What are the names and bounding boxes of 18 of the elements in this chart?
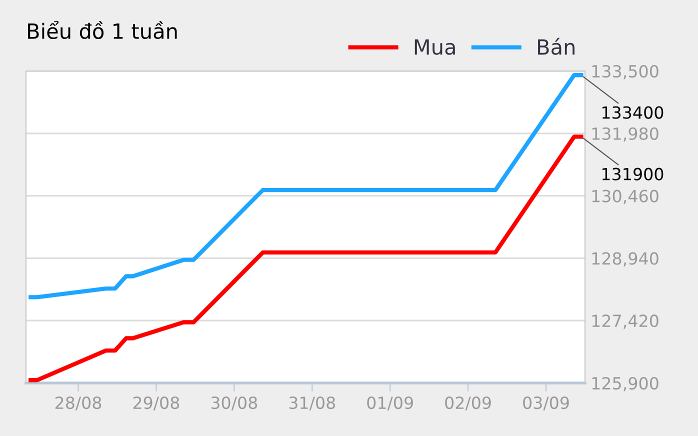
y-tick-label: 127,420 [592,314,658,329]
y-tick-label: 131,980 [592,127,658,142]
x-tick-label: 03/09 [523,396,569,410]
annotation: 133400 [602,106,664,119]
legend-label: Bán [538,38,574,55]
x-tick-label: 28/08 [55,396,102,410]
x-tick-label: 29/08 [133,396,180,410]
x-tick-label: 01/09 [367,396,413,410]
y-tick-label: 133,500 [592,64,658,80]
annotation: 131900 [602,168,664,180]
y-tick-label: 130,460 [592,190,658,204]
y-tick-label: 128,940 [592,252,658,266]
y-tick-label: 125,900 [592,376,658,392]
chart-title: Biểu đồ 1 tuần [28,20,177,40]
x-tick-label: 30/08 [211,396,258,410]
legend-label: Mua [414,39,455,55]
x-tick-label: 31/08 [289,396,336,410]
x-tick-label: 02/09 [445,396,491,410]
